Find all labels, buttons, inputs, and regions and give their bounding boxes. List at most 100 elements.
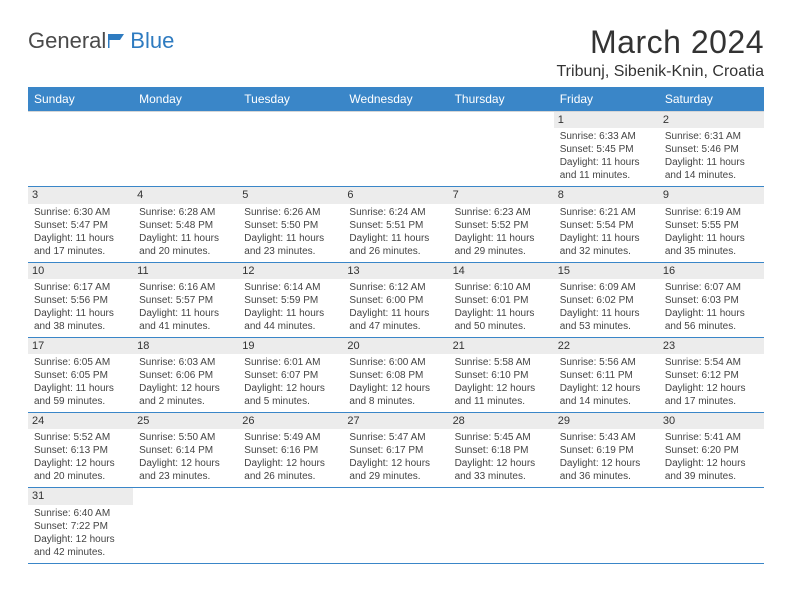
calendar-cell <box>133 112 238 187</box>
calendar-cell: 30Sunrise: 5:41 AMSunset: 6:20 PMDayligh… <box>659 413 764 488</box>
location-subtitle: Tribunj, Sibenik-Knin, Croatia <box>557 63 765 81</box>
daylight-text: Daylight: 12 hours <box>139 457 232 470</box>
sunrise-text: Sunrise: 5:41 AM <box>665 431 758 444</box>
calendar-cell: 2Sunrise: 6:31 AMSunset: 5:46 PMDaylight… <box>659 112 764 187</box>
daylight-text: and 35 minutes. <box>665 245 758 258</box>
sunrise-text: Sunrise: 6:16 AM <box>139 281 232 294</box>
sunset-text: Sunset: 6:00 PM <box>349 294 442 307</box>
daylight-text: Daylight: 11 hours <box>34 307 127 320</box>
sunset-text: Sunset: 6:13 PM <box>34 444 127 457</box>
daylight-text: and 29 minutes. <box>455 245 548 258</box>
col-saturday: Saturday <box>659 87 764 112</box>
calendar-row: 17Sunrise: 6:05 AMSunset: 6:05 PMDayligh… <box>28 337 764 412</box>
calendar-cell: 4Sunrise: 6:28 AMSunset: 5:48 PMDaylight… <box>133 187 238 262</box>
daylight-text: Daylight: 12 hours <box>139 382 232 395</box>
daylight-text: and 14 minutes. <box>665 169 758 182</box>
day-number: 8 <box>554 187 659 203</box>
daylight-text: and 26 minutes. <box>349 245 442 258</box>
calendar-row: 24Sunrise: 5:52 AMSunset: 6:13 PMDayligh… <box>28 413 764 488</box>
sunrise-text: Sunrise: 5:45 AM <box>455 431 548 444</box>
daylight-text: Daylight: 12 hours <box>349 382 442 395</box>
sunrise-text: Sunrise: 6:26 AM <box>244 206 337 219</box>
day-number: 7 <box>449 187 554 203</box>
daylight-text: and 2 minutes. <box>139 395 232 408</box>
day-number: 18 <box>133 338 238 354</box>
sunset-text: Sunset: 6:12 PM <box>665 369 758 382</box>
logo: General Blue <box>28 28 174 54</box>
calendar-cell <box>343 112 448 187</box>
daylight-text: and 14 minutes. <box>560 395 653 408</box>
sunrise-text: Sunrise: 6:31 AM <box>665 130 758 143</box>
sunset-text: Sunset: 5:55 PM <box>665 219 758 232</box>
sunrise-text: Sunrise: 6:33 AM <box>560 130 653 143</box>
day-number: 6 <box>343 187 448 203</box>
day-number: 9 <box>659 187 764 203</box>
daylight-text: and 29 minutes. <box>349 470 442 483</box>
calendar-cell: 5Sunrise: 6:26 AMSunset: 5:50 PMDaylight… <box>238 187 343 262</box>
calendar-cell: 7Sunrise: 6:23 AMSunset: 5:52 PMDaylight… <box>449 187 554 262</box>
sunrise-text: Sunrise: 6:14 AM <box>244 281 337 294</box>
calendar-cell: 10Sunrise: 6:17 AMSunset: 5:56 PMDayligh… <box>28 262 133 337</box>
sunset-text: Sunset: 6:02 PM <box>560 294 653 307</box>
calendar-cell: 29Sunrise: 5:43 AMSunset: 6:19 PMDayligh… <box>554 413 659 488</box>
sunset-text: Sunset: 6:17 PM <box>349 444 442 457</box>
day-number: 17 <box>28 338 133 354</box>
daylight-text: Daylight: 11 hours <box>560 156 653 169</box>
calendar-cell: 17 Sunrise: 6:05 AMSunset: 6:05 PMDayligh… <box>28 337 133 412</box>
calendar-cell <box>449 112 554 187</box>
calendar-cell <box>343 488 448 563</box>
calendar-cell: 12Sunrise: 6:14 AMSunset: 5:59 PMDayligh… <box>238 262 343 337</box>
daylight-text: and 41 minutes. <box>139 320 232 333</box>
calendar-cell: 9Sunrise: 6:19 AMSunset: 5:55 PMDaylight… <box>659 187 764 262</box>
sunset-text: Sunset: 6:07 PM <box>244 369 337 382</box>
daylight-text: Daylight: 11 hours <box>560 307 653 320</box>
col-wednesday: Wednesday <box>343 87 448 112</box>
sunrise-text: Sunrise: 6:23 AM <box>455 206 548 219</box>
sunset-text: Sunset: 5:52 PM <box>455 219 548 232</box>
daylight-text: Daylight: 11 hours <box>244 307 337 320</box>
sunrise-text: Sunrise: 6:01 AM <box>244 356 337 369</box>
calendar-cell: 22Sunrise: 5:56 AMSunset: 6:11 PMDayligh… <box>554 337 659 412</box>
sunrise-text: Sunrise: 6:24 AM <box>349 206 442 219</box>
daylight-text: Daylight: 11 hours <box>244 232 337 245</box>
sunset-text: Sunset: 6:06 PM <box>139 369 232 382</box>
sunrise-text: Sunrise: 6:21 AM <box>560 206 653 219</box>
daylight-text: and 17 minutes. <box>34 245 127 258</box>
sunset-text: Sunset: 6:05 PM <box>34 369 127 382</box>
calendar-cell <box>449 488 554 563</box>
col-tuesday: Tuesday <box>238 87 343 112</box>
calendar-cell <box>238 488 343 563</box>
day-number: 13 <box>343 263 448 279</box>
day-number: 15 <box>554 263 659 279</box>
day-number: 22 <box>554 338 659 354</box>
daylight-text: Daylight: 12 hours <box>560 382 653 395</box>
calendar-row: 10Sunrise: 6:17 AMSunset: 5:56 PMDayligh… <box>28 262 764 337</box>
daylight-text: and 32 minutes. <box>560 245 653 258</box>
sunset-text: Sunset: 6:10 PM <box>455 369 548 382</box>
daylight-text: Daylight: 11 hours <box>34 382 127 395</box>
day-number: 24 <box>28 413 133 429</box>
calendar-cell: 27Sunrise: 5:47 AMSunset: 6:17 PMDayligh… <box>343 413 448 488</box>
day-number: 1 <box>554 112 659 128</box>
day-number: 23 <box>659 338 764 354</box>
calendar-cell <box>238 112 343 187</box>
day-number: 14 <box>449 263 554 279</box>
daylight-text: Daylight: 12 hours <box>560 457 653 470</box>
daylight-text: and 36 minutes. <box>560 470 653 483</box>
calendar-row: 1Sunrise: 6:33 AMSunset: 5:45 PMDaylight… <box>28 112 764 187</box>
sunset-text: Sunset: 5:47 PM <box>34 219 127 232</box>
daylight-text: Daylight: 12 hours <box>455 382 548 395</box>
daylight-text: Daylight: 11 hours <box>349 307 442 320</box>
sunrise-text: Sunrise: 5:50 AM <box>139 431 232 444</box>
calendar-cell: 3Sunrise: 6:30 AMSunset: 5:47 PMDaylight… <box>28 187 133 262</box>
calendar-cell: 1Sunrise: 6:33 AMSunset: 5:45 PMDaylight… <box>554 112 659 187</box>
sunrise-text: Sunrise: 6:19 AM <box>665 206 758 219</box>
daylight-text: and 20 minutes. <box>34 470 127 483</box>
daylight-text: Daylight: 11 hours <box>349 232 442 245</box>
sunrise-text: Sunrise: 6:05 AM <box>34 356 127 369</box>
daylight-text: Daylight: 11 hours <box>139 307 232 320</box>
day-number: 12 <box>238 263 343 279</box>
daylight-text: Daylight: 12 hours <box>34 533 127 546</box>
day-number: 28 <box>449 413 554 429</box>
day-number: 31 <box>28 488 133 504</box>
